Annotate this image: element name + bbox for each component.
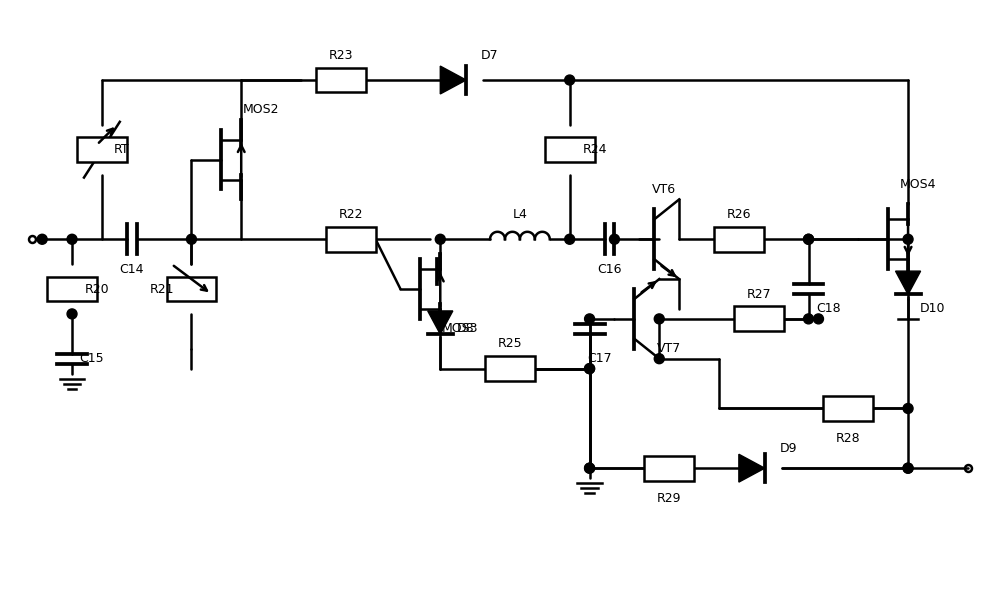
Circle shape [903, 403, 913, 413]
Bar [47, 277, 97, 302]
Circle shape [654, 354, 664, 363]
Polygon shape [440, 66, 466, 94]
Text: D10: D10 [920, 302, 946, 316]
Bar [644, 456, 694, 481]
Text: VT6: VT6 [652, 183, 676, 196]
Circle shape [804, 314, 814, 324]
Bar [167, 277, 216, 302]
Text: R26: R26 [727, 208, 751, 221]
Circle shape [435, 234, 445, 244]
Circle shape [903, 463, 913, 473]
Text: R21: R21 [149, 283, 174, 296]
Polygon shape [896, 271, 921, 294]
Bar [714, 227, 764, 252]
Bar [545, 137, 595, 162]
Bar [485, 356, 535, 381]
Text: C16: C16 [597, 263, 622, 276]
Circle shape [609, 234, 619, 244]
Text: R24: R24 [582, 143, 607, 156]
Text: L4: L4 [512, 208, 527, 221]
Text: C18: C18 [816, 302, 841, 316]
Circle shape [565, 75, 575, 85]
Text: MOS4: MOS4 [900, 178, 936, 191]
Circle shape [585, 314, 595, 324]
Text: C17: C17 [587, 352, 612, 365]
Text: R25: R25 [498, 337, 522, 350]
Text: D9: D9 [780, 442, 797, 455]
Bar [734, 306, 784, 332]
Text: R23: R23 [329, 49, 353, 62]
Text: D7: D7 [481, 49, 499, 62]
Text: C14: C14 [119, 263, 144, 276]
Polygon shape [428, 311, 453, 334]
Circle shape [585, 463, 595, 473]
Text: R22: R22 [338, 208, 363, 221]
Circle shape [585, 463, 595, 473]
Circle shape [804, 234, 814, 244]
Polygon shape [739, 454, 765, 482]
Bar [316, 68, 366, 92]
Text: C15: C15 [80, 352, 104, 365]
Circle shape [67, 309, 77, 319]
Bar [326, 227, 376, 252]
Circle shape [186, 234, 196, 244]
Text: MOS3: MOS3 [442, 322, 478, 335]
Circle shape [37, 234, 47, 244]
Circle shape [67, 234, 77, 244]
Circle shape [903, 234, 913, 244]
Circle shape [654, 314, 664, 324]
Circle shape [903, 463, 913, 473]
Text: VT7: VT7 [657, 342, 681, 355]
Text: MOS2: MOS2 [243, 104, 279, 117]
Circle shape [565, 234, 575, 244]
Circle shape [814, 314, 823, 324]
Bar [77, 137, 127, 162]
Circle shape [804, 234, 814, 244]
Text: R20: R20 [85, 283, 109, 296]
Bar [823, 396, 873, 421]
Text: D8: D8 [456, 322, 474, 335]
Text: R27: R27 [746, 287, 771, 300]
Circle shape [585, 363, 595, 373]
Circle shape [585, 363, 595, 373]
Text: R28: R28 [836, 432, 861, 445]
Text: R29: R29 [657, 492, 681, 505]
Text: RT: RT [114, 143, 130, 156]
